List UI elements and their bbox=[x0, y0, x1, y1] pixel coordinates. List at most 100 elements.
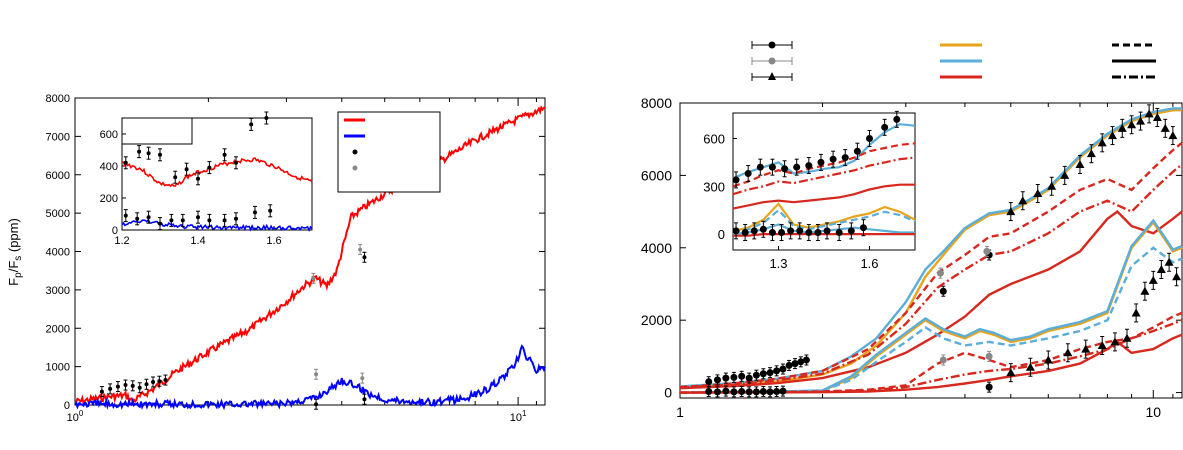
inset-night-point bbox=[859, 224, 867, 232]
inset-x-tick-label: 1.3 bbox=[769, 256, 787, 271]
mendonca-point bbox=[985, 352, 993, 360]
inset-day-point bbox=[184, 167, 189, 172]
stevenson-point bbox=[752, 371, 760, 379]
model-mgsio-0-1-m-day bbox=[679, 141, 1183, 389]
stevenson-point bbox=[985, 383, 993, 391]
inset-y-tick-label: 0 bbox=[718, 227, 725, 242]
legend-stevenson-marker bbox=[751, 41, 793, 49]
right-chart: 0 2000 4000 6000 8000 1 10 0 300 600 1.3 1.6 bbox=[641, 41, 1183, 420]
stevenson-point bbox=[791, 360, 799, 368]
stevenson-point bbox=[705, 387, 713, 395]
jwst-miri-point bbox=[1148, 275, 1158, 284]
mendonca-point bbox=[358, 247, 363, 252]
inset-day-point bbox=[829, 155, 837, 163]
inset-night-point bbox=[768, 228, 776, 236]
stevenson-point bbox=[137, 385, 142, 390]
right-x-ticks: 1 10 bbox=[676, 103, 1174, 420]
jwst-miri-point bbox=[1063, 348, 1073, 357]
stevenson-point bbox=[163, 378, 168, 383]
stevenson-point bbox=[108, 386, 113, 391]
inset-day-point bbox=[234, 160, 238, 165]
x-tick-label: 1 bbox=[676, 404, 684, 420]
inset-model-curve bbox=[732, 202, 916, 232]
stevenson-point bbox=[766, 388, 774, 396]
inset-day-point bbox=[756, 163, 764, 171]
model-mns-0-1-m-night bbox=[679, 246, 1183, 394]
y-tick-label: 7000 bbox=[46, 131, 70, 143]
left-legend bbox=[337, 111, 441, 193]
left-points bbox=[99, 244, 367, 410]
inset-day-point bbox=[158, 152, 162, 157]
inset-night-point bbox=[732, 227, 740, 235]
stevenson-point bbox=[730, 388, 738, 396]
inset-y-tick-label: 300 bbox=[703, 179, 725, 194]
inset-day-point bbox=[207, 165, 212, 170]
inset-day-point bbox=[841, 154, 849, 162]
stevenson-point bbox=[362, 397, 367, 402]
stevenson-point bbox=[766, 369, 774, 377]
inset-day-point bbox=[123, 160, 128, 165]
stevenson-point bbox=[130, 383, 135, 388]
series-day-side bbox=[74, 105, 546, 407]
right-inset-points bbox=[732, 110, 901, 241]
inset-night-point bbox=[234, 216, 238, 221]
stevenson-point bbox=[157, 379, 162, 384]
legend-jwst-marker bbox=[751, 72, 793, 81]
mendonca-point bbox=[311, 276, 316, 281]
inset-day-point bbox=[805, 162, 813, 170]
stevenson-point bbox=[773, 387, 781, 395]
inset-day-point bbox=[249, 122, 254, 127]
inset-day-point bbox=[817, 158, 825, 166]
left-inset-ticks: 0 200 400 600 1.2 1.4 1.6 bbox=[100, 129, 282, 247]
inset-day-point bbox=[781, 165, 789, 173]
jwst-miri-point bbox=[1164, 257, 1174, 266]
inset-night-point bbox=[207, 218, 212, 223]
jwst-miri-point bbox=[1081, 344, 1091, 353]
stevenson-point bbox=[705, 378, 713, 386]
x-tick-label: 100 bbox=[67, 409, 84, 424]
stevenson-point bbox=[779, 387, 787, 395]
y-tick-label: 6000 bbox=[46, 170, 70, 182]
inset-y-tick-label: 400 bbox=[100, 161, 118, 173]
jwst-miri-point bbox=[1127, 120, 1137, 129]
jwst-miri-point bbox=[1168, 131, 1178, 140]
jwst-miri-point bbox=[1097, 138, 1107, 147]
wfc3-label-box bbox=[121, 117, 193, 145]
inset-model-curve bbox=[732, 183, 915, 210]
inset-day-point bbox=[793, 163, 801, 171]
y-tick-label: 3000 bbox=[46, 285, 70, 297]
stevenson-point bbox=[759, 370, 767, 378]
inset-night-point bbox=[835, 228, 843, 236]
jwst-miri-point bbox=[1033, 188, 1043, 197]
jwst-miri-point bbox=[1117, 123, 1127, 132]
jwst-miri-point bbox=[1172, 272, 1182, 281]
right-series bbox=[679, 107, 1183, 394]
inset-night-point bbox=[778, 228, 786, 236]
legend-mendonca-marker bbox=[751, 57, 793, 65]
stevenson-point bbox=[151, 379, 156, 384]
inset-night-point bbox=[146, 215, 151, 220]
jwst-miri-point bbox=[1060, 170, 1070, 179]
mendonca-point bbox=[314, 372, 319, 377]
y-tick-label: 2000 bbox=[46, 323, 70, 335]
jwst-miri-point bbox=[1144, 109, 1154, 118]
jwst-miri-point bbox=[1025, 362, 1035, 371]
stevenson-point bbox=[773, 367, 781, 375]
jwst-miri-point bbox=[1047, 181, 1057, 190]
series-night-side bbox=[74, 344, 546, 411]
model-mns-1-m-night bbox=[679, 218, 1183, 394]
y-tick-label: 2000 bbox=[641, 312, 672, 328]
stevenson-point bbox=[738, 387, 746, 395]
y-tick-label: 0 bbox=[664, 385, 672, 401]
inset-night-point bbox=[759, 225, 767, 233]
inset-day-point bbox=[146, 151, 151, 156]
inset-night-point bbox=[750, 227, 758, 235]
stevenson-point bbox=[797, 358, 805, 366]
inset-x-tick-label: 1.6 bbox=[266, 235, 281, 247]
jwst-miri-point bbox=[1006, 207, 1016, 216]
x-tick-label: 101 bbox=[510, 409, 527, 424]
jwst-miri-point bbox=[1075, 160, 1085, 169]
stevenson-point bbox=[752, 388, 760, 396]
